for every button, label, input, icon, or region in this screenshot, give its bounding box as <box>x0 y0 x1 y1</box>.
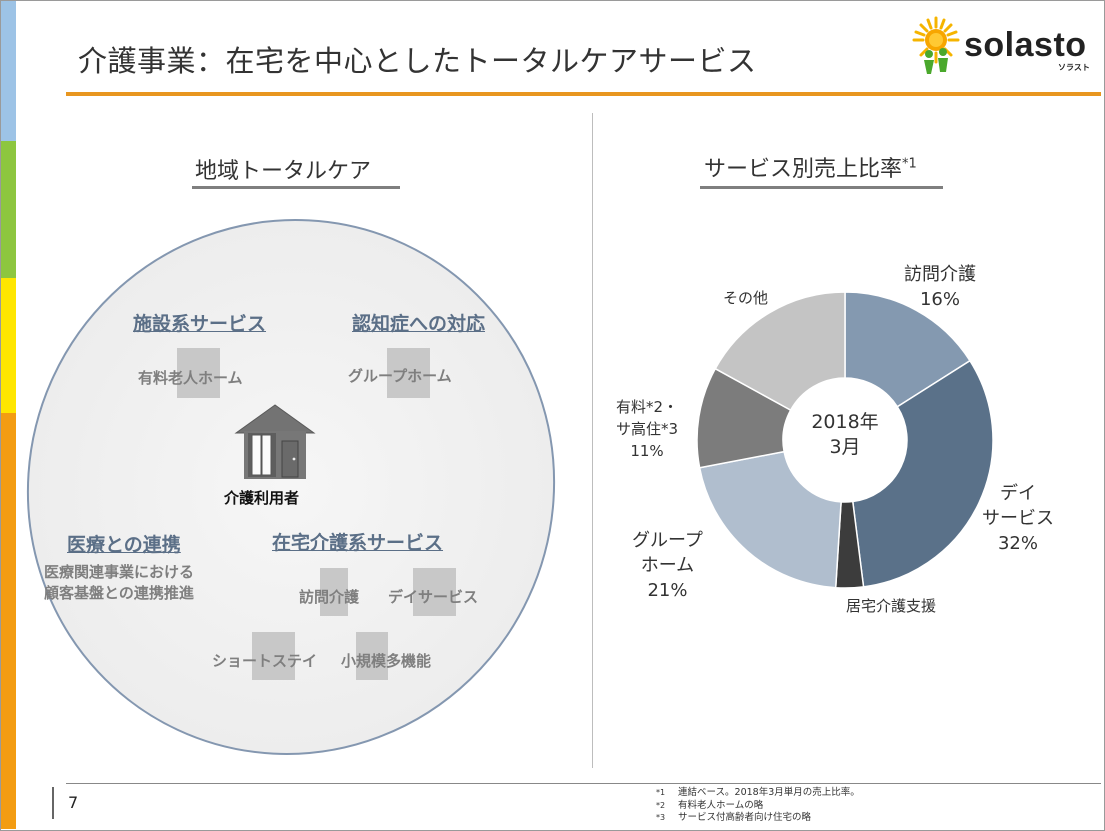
chart-center-month: 3月 <box>829 436 861 458</box>
tile-nursing-home <box>177 348 220 398</box>
footnotes: *1 連結ベース。2018年3月単月の売上比率。 *2 有料老人ホームの略 *3 サー… <box>656 787 860 825</box>
solasto-logo-icon <box>912 16 960 74</box>
label-kyotaku: 居宅介護支援 <box>846 597 937 615</box>
label-group-pct: 21% <box>647 580 688 601</box>
side-bar-orange <box>1 413 16 829</box>
footnote-3-mark: *3 <box>656 813 666 822</box>
right-heading-text: サービス別売上比率 <box>704 157 903 182</box>
footer-rule <box>66 783 1101 784</box>
side-bar-blue <box>1 1 16 141</box>
label-houmon: 訪問介護 16% <box>904 262 976 312</box>
tile-group-home <box>387 348 430 398</box>
donut-slice-1 <box>851 359 994 588</box>
page-number-bar <box>52 787 54 819</box>
footnote-3-text: サービス付高齢者向け住宅の略 <box>678 812 812 823</box>
category-facility: 施設系サービス <box>133 313 267 335</box>
label-group: グループ ホーム 21% <box>632 528 703 603</box>
title-underline <box>66 92 1101 96</box>
category-medical: 医療との連携 <box>67 534 181 556</box>
right-heading-underline <box>700 186 943 189</box>
care-user-label: 介護利用者 <box>224 489 300 507</box>
label-day-name1: デイ <box>1000 483 1036 504</box>
logo-kana: ソラスト <box>1058 63 1090 72</box>
medical-note: 医療関連事業における 顧客基盤との連携推進 <box>44 562 194 604</box>
category-home-care: 在宅介護系サービス <box>272 532 444 554</box>
right-heading-sup: *1 <box>902 156 917 172</box>
medical-note-line2: 顧客基盤との連携推進 <box>44 584 194 602</box>
service-short-stay: ショートステイ <box>212 652 318 670</box>
service-day-service: デイサービス <box>388 588 479 606</box>
donut-slice-3 <box>698 450 842 589</box>
page-number: 7 <box>68 793 79 812</box>
category-dementia: 認知症への対応 <box>352 313 486 335</box>
label-group-name1: グループ <box>632 530 703 551</box>
page-title: 介護事業：在宅を中心としたトータルケアサービス <box>78 44 757 78</box>
label-yuryo: 有料*2・ サ高住*3 11% <box>616 396 678 462</box>
side-bar-green <box>1 141 16 278</box>
tile-short-stay <box>252 632 295 680</box>
label-sonota: その他 <box>723 289 769 307</box>
tile-small-multi <box>356 632 388 680</box>
footnote-1: *1 連結ベース。2018年3月単月の売上比率。 <box>656 787 860 800</box>
donut-slice-5 <box>714 291 846 412</box>
medical-note-line1: 医療関連事業における <box>44 563 195 581</box>
column-divider <box>592 113 593 768</box>
logo-wordmark: solasto <box>964 26 1087 64</box>
service-home-visit: 訪問介護 <box>299 588 360 606</box>
chart-center-label: 2018年 3月 <box>795 410 895 460</box>
footnote-1-text: 連結ベース。2018年3月単月の売上比率。 <box>678 787 860 798</box>
label-yuryo-line1: 有料*2・ <box>616 398 679 416</box>
service-group-home: グループホーム <box>348 367 452 385</box>
footnote-2: *2 有料老人ホームの略 <box>656 800 860 813</box>
service-nursing-home: 有料老人ホーム <box>138 369 243 387</box>
tile-home-visit <box>320 568 348 616</box>
label-day: デイ サービス 32% <box>982 481 1054 556</box>
footnote-3: *3 サービス付高齢者向け住宅の略 <box>656 812 860 825</box>
service-small-multi: 小規模多機能 <box>341 652 432 670</box>
house-icon <box>234 404 316 479</box>
left-heading-underline <box>192 186 400 189</box>
footnote-2-text: 有料老人ホームの略 <box>678 799 764 811</box>
left-heading: 地域トータルケア <box>195 159 372 184</box>
label-houmon-pct: 16% <box>919 289 960 310</box>
label-day-pct: 32% <box>997 533 1038 554</box>
label-yuryo-line2: サ高住*3 <box>616 420 679 438</box>
label-group-name2: ホーム <box>640 555 695 576</box>
label-day-name2: サービス <box>982 508 1054 529</box>
side-bar-yellow <box>1 278 16 413</box>
footnote-1-mark: *1 <box>656 788 666 797</box>
chart-center-year: 2018年 <box>811 411 879 433</box>
donut-slice-0 <box>844 291 971 408</box>
right-heading: サービス別売上比率*1 <box>704 151 917 183</box>
label-houmon-name: 訪問介護 <box>904 264 976 285</box>
tile-day-service <box>413 568 456 616</box>
label-yuryo-pct: 11% <box>630 442 664 460</box>
footnote-2-mark: *2 <box>656 800 666 810</box>
